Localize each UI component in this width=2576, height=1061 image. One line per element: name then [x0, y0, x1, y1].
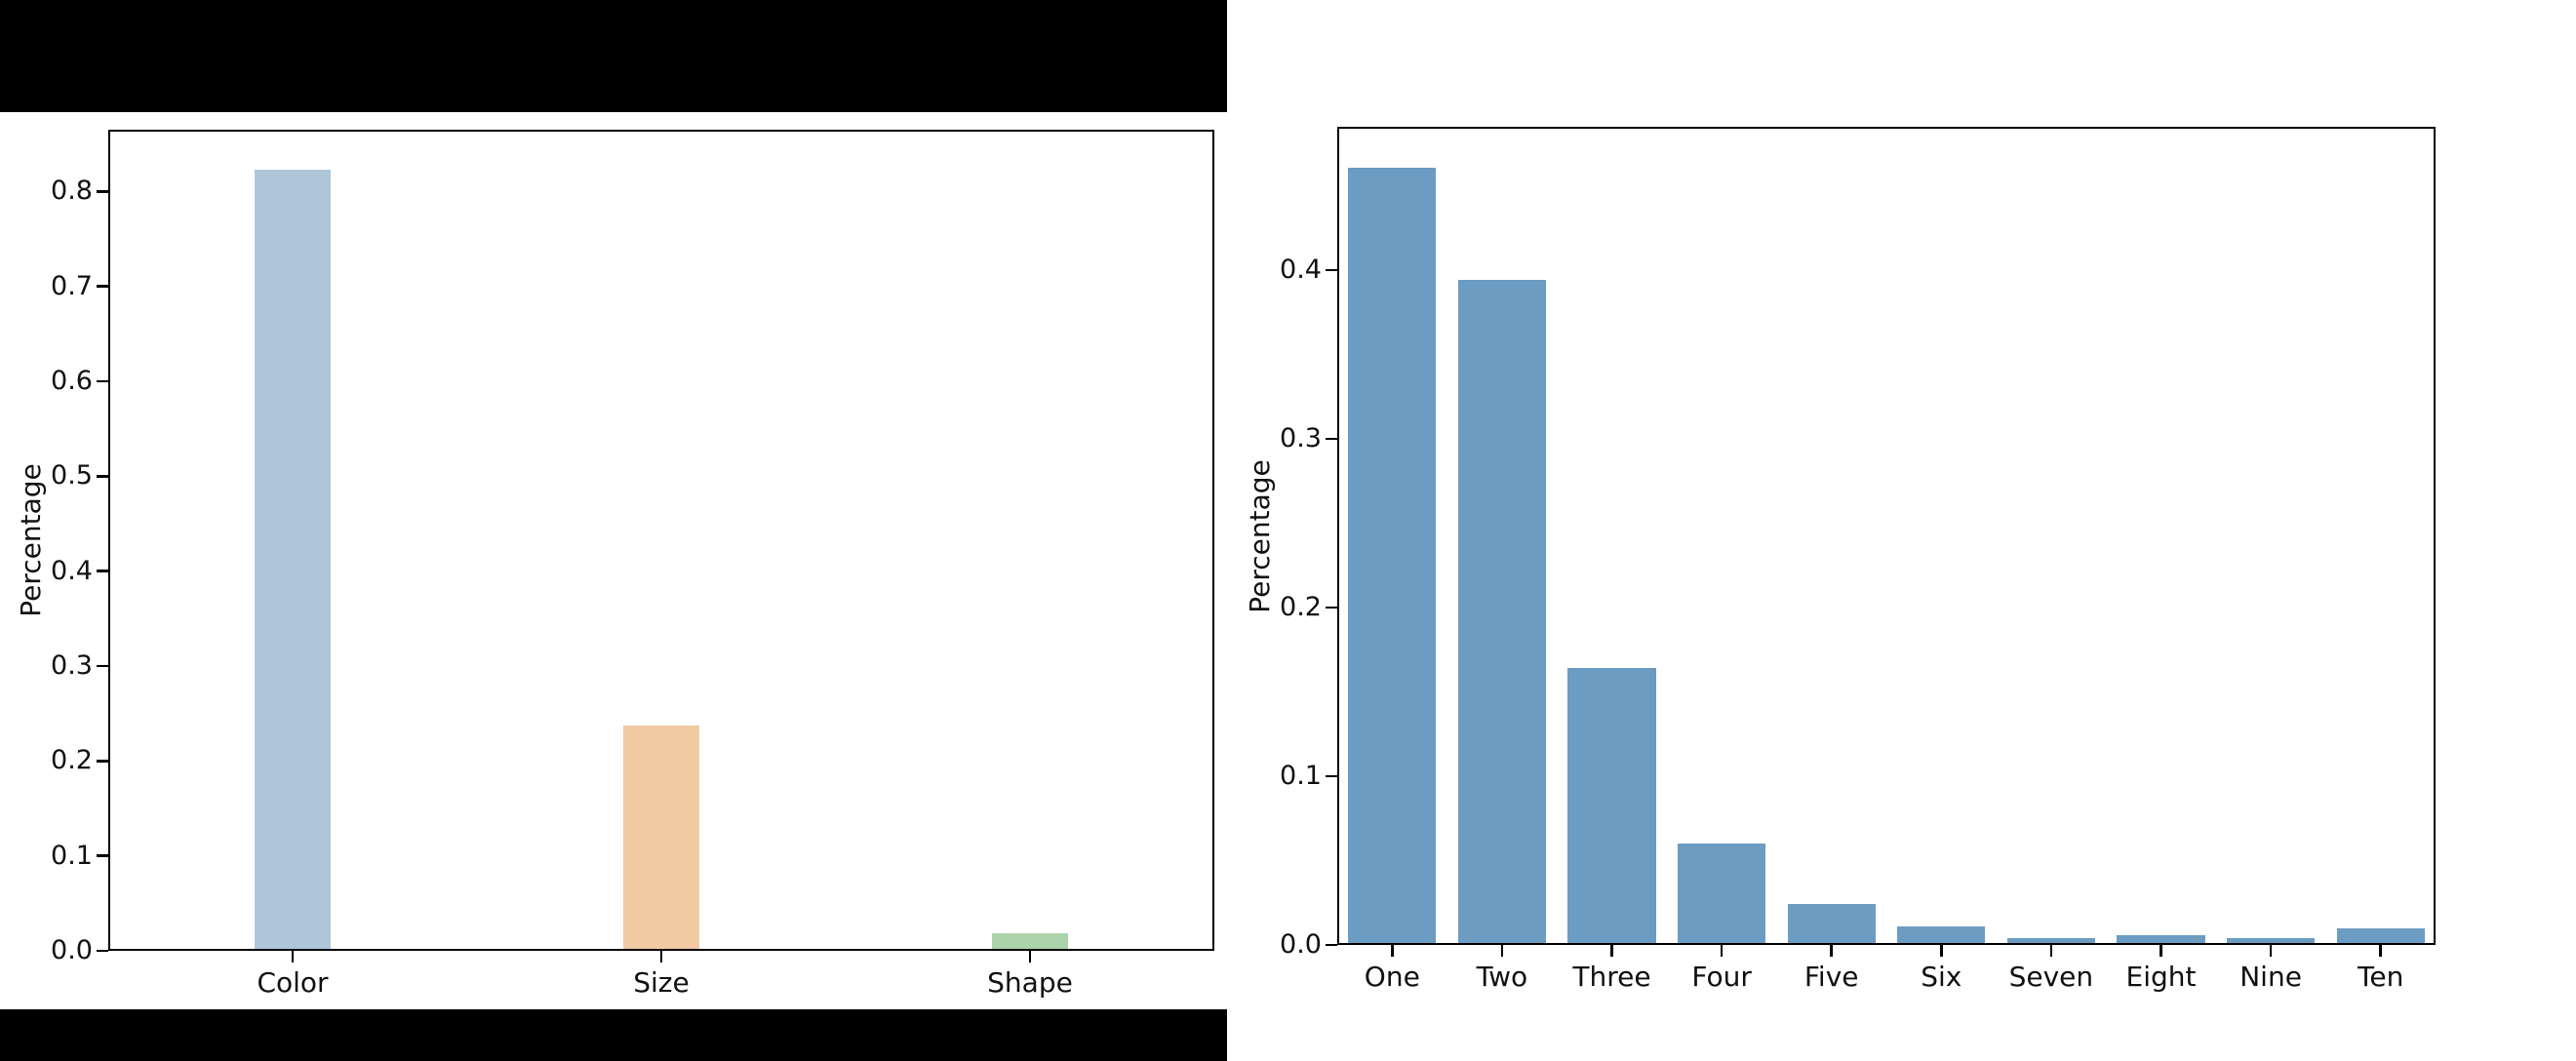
y-tick-label: 0.3 [1280, 423, 1322, 454]
x-tick-label: Three [1572, 961, 1651, 993]
bar-five [1787, 904, 1876, 945]
bar-color [255, 169, 331, 951]
y-tick-label: 0.0 [1280, 929, 1322, 960]
bar-seven [2006, 938, 2095, 945]
x-tick-label: Five [1803, 961, 1859, 993]
bar-nine [2227, 938, 2316, 945]
x-tick-label: Ten [2358, 961, 2404, 993]
x-tick-label: One [1364, 961, 1420, 993]
x-axis-tick [1500, 945, 1504, 957]
bar-size [623, 726, 699, 951]
x-axis-tick [2269, 945, 2273, 957]
y-axis-tick [97, 475, 108, 478]
x-tick-label: Color [257, 966, 329, 999]
y-axis-tick [97, 190, 108, 193]
x-tick-label: Two [1476, 961, 1528, 993]
x-axis-tick [2049, 945, 2053, 957]
y-tick-label: 0.5 [51, 460, 93, 491]
x-tick-label: Six [1921, 961, 1962, 993]
y-axis-tick [97, 854, 108, 857]
y-tick-label: 0.8 [51, 176, 93, 207]
redaction-bar-top [0, 0, 1227, 112]
bar-ten [2336, 927, 2425, 945]
y-axis-tick [97, 664, 108, 668]
y-tick-label: 0.4 [1280, 255, 1322, 286]
x-axis-tick [659, 951, 663, 963]
y-axis-tick [1326, 774, 1337, 778]
x-axis-tick [2160, 945, 2162, 957]
x-tick-label: Four [1691, 961, 1752, 993]
y-tick-label: 0.7 [51, 270, 93, 301]
left-plot-area [108, 130, 1214, 951]
x-tick-label: Size [633, 966, 690, 999]
bar-two [1457, 280, 1546, 945]
x-axis-tick [291, 951, 295, 963]
x-axis-tick [1028, 951, 1032, 963]
bar-three [1567, 668, 1656, 945]
bar-eight [2117, 934, 2205, 945]
y-axis-tick [97, 285, 108, 288]
x-axis-tick [1610, 945, 1613, 957]
y-tick-label: 0.6 [51, 365, 93, 396]
y-axis-tick [97, 949, 108, 953]
y-axis-tick [97, 760, 108, 763]
y-axis-tick [1326, 268, 1337, 272]
y-axis-tick [1326, 606, 1337, 609]
right-plot-area [1337, 127, 2436, 945]
bar-four [1678, 844, 1766, 945]
right-y-axis-label: Percentage [1244, 459, 1276, 613]
y-tick-label: 0.2 [51, 745, 93, 776]
y-tick-label: 0.3 [51, 649, 93, 681]
y-tick-label: 0.0 [51, 935, 93, 965]
y-tick-label: 0.2 [1280, 592, 1322, 623]
y-axis-tick [97, 379, 108, 383]
x-axis-tick [1940, 945, 1943, 957]
bar-six [1897, 925, 1986, 945]
y-axis-tick [1326, 437, 1337, 441]
x-tick-label: Shape [987, 966, 1073, 999]
y-tick-label: 0.4 [51, 555, 93, 586]
x-tick-label: Seven [2008, 961, 2094, 993]
y-tick-label: 0.1 [51, 840, 93, 871]
redaction-bar-bottom [0, 1009, 1227, 1061]
y-tick-label: 0.1 [1280, 761, 1322, 791]
bar-shape [992, 933, 1068, 951]
x-axis-tick [1391, 945, 1394, 957]
y-axis-tick [1326, 943, 1337, 947]
x-axis-tick [2379, 945, 2382, 957]
x-axis-tick [1720, 945, 1724, 957]
x-tick-label: Nine [2239, 961, 2302, 993]
y-axis-tick [97, 570, 108, 572]
bar-one [1348, 167, 1437, 945]
x-tick-label: Eight [2125, 961, 2197, 993]
x-axis-tick [1830, 945, 1833, 957]
